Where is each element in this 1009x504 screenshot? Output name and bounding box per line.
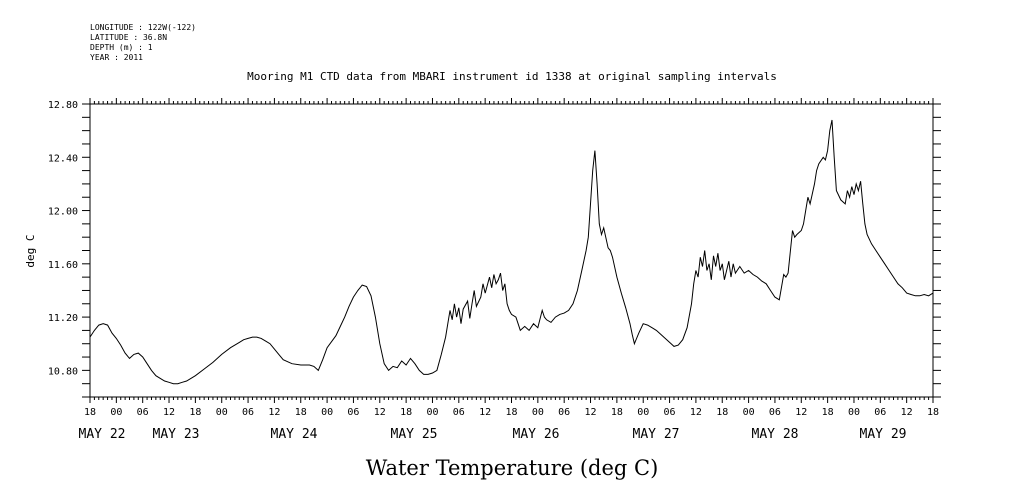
water-temperature-line (89, 119, 934, 385)
y-tick-label: 12.80 (48, 100, 78, 111)
x-hour-label: 18 (84, 407, 96, 418)
x-hour-label: 06 (664, 407, 676, 418)
x-hour-label: 06 (874, 407, 886, 418)
x-hour-label: 18 (505, 407, 517, 418)
x-hour-label: 18 (400, 407, 412, 418)
x-hour-label: 12 (690, 407, 702, 418)
y-tick-label: 12.00 (48, 207, 78, 218)
depth-label: DEPTH (m) : 1 (90, 43, 153, 52)
x-hour-label: 12 (374, 407, 386, 418)
y-tick-labels: 10.80 11.20 11.60 12.00 12.40 12.80 (48, 100, 78, 377)
y-tick-label: 12.40 (48, 153, 78, 164)
x-hour-label: 18 (611, 407, 623, 418)
y-tick-label: 10.80 (48, 366, 78, 377)
x-hour-label: 00 (848, 407, 860, 418)
x-hour-label: 06 (137, 407, 149, 418)
y-tick-label: 11.60 (48, 260, 78, 271)
day-label: MAY 26 (513, 427, 560, 442)
day-label: MAY 24 (271, 427, 318, 442)
day-label: MAY 29 (860, 427, 907, 442)
day-label: MAY 28 (752, 427, 799, 442)
x-hour-label: 00 (532, 407, 544, 418)
x-hour-label: 00 (321, 407, 333, 418)
longitude-label: LONGITUDE : 122W(-122) (90, 23, 196, 32)
x-hour-label: 18 (189, 407, 201, 418)
year-label: YEAR : 2011 (90, 53, 143, 62)
x-hour-label: 18 (822, 407, 834, 418)
x-hour-label: 12 (901, 407, 913, 418)
x-axis-caption: Water Temperature (deg C) (366, 456, 659, 480)
x-hour-label: 12 (268, 407, 280, 418)
day-label: MAY 25 (391, 427, 438, 442)
x-hour-label: 18 (927, 407, 939, 418)
plot-frame (89, 103, 934, 398)
latitude-label: LATITUDE : 36.8N (90, 33, 167, 42)
x-hour-label: 00 (216, 407, 228, 418)
x-hour-label: 18 (295, 407, 307, 418)
x-hour-label: 00 (110, 407, 122, 418)
x-hour-label: 12 (479, 407, 491, 418)
x-hour-label: 18 (716, 407, 728, 418)
y-axis-label: deg C (24, 234, 37, 267)
y-tick-label: 11.20 (48, 313, 78, 324)
day-label: MAY 23 (153, 427, 200, 442)
x-hour-label: 06 (347, 407, 359, 418)
x-hour-label: 12 (163, 407, 175, 418)
day-labels: MAY 22 MAY 23 MAY 24 MAY 25 MAY 26 MAY 27 MAY … (79, 427, 907, 442)
x-hour-label: 06 (242, 407, 254, 418)
x-hour-label: 12 (585, 407, 597, 418)
x-hour-label: 06 (453, 407, 465, 418)
x-hour-label: 00 (637, 407, 649, 418)
chart-title: Mooring M1 CTD data from MBARI instrumen… (247, 70, 777, 83)
x-hour-label: 12 (795, 407, 807, 418)
x-hour-labels: 18 00 06 12 18 00 06 12 18 00 06 12 18 00 06 12 18 00 06 12… (84, 407, 939, 418)
day-label: MAY 27 (633, 427, 680, 442)
x-hour-label: 00 (743, 407, 755, 418)
x-hour-label: 00 (426, 407, 438, 418)
day-label: MAY 22 (79, 427, 126, 442)
axis-ticks (82, 98, 941, 403)
x-hour-label: 06 (558, 407, 570, 418)
x-hour-label: 06 (769, 407, 781, 418)
